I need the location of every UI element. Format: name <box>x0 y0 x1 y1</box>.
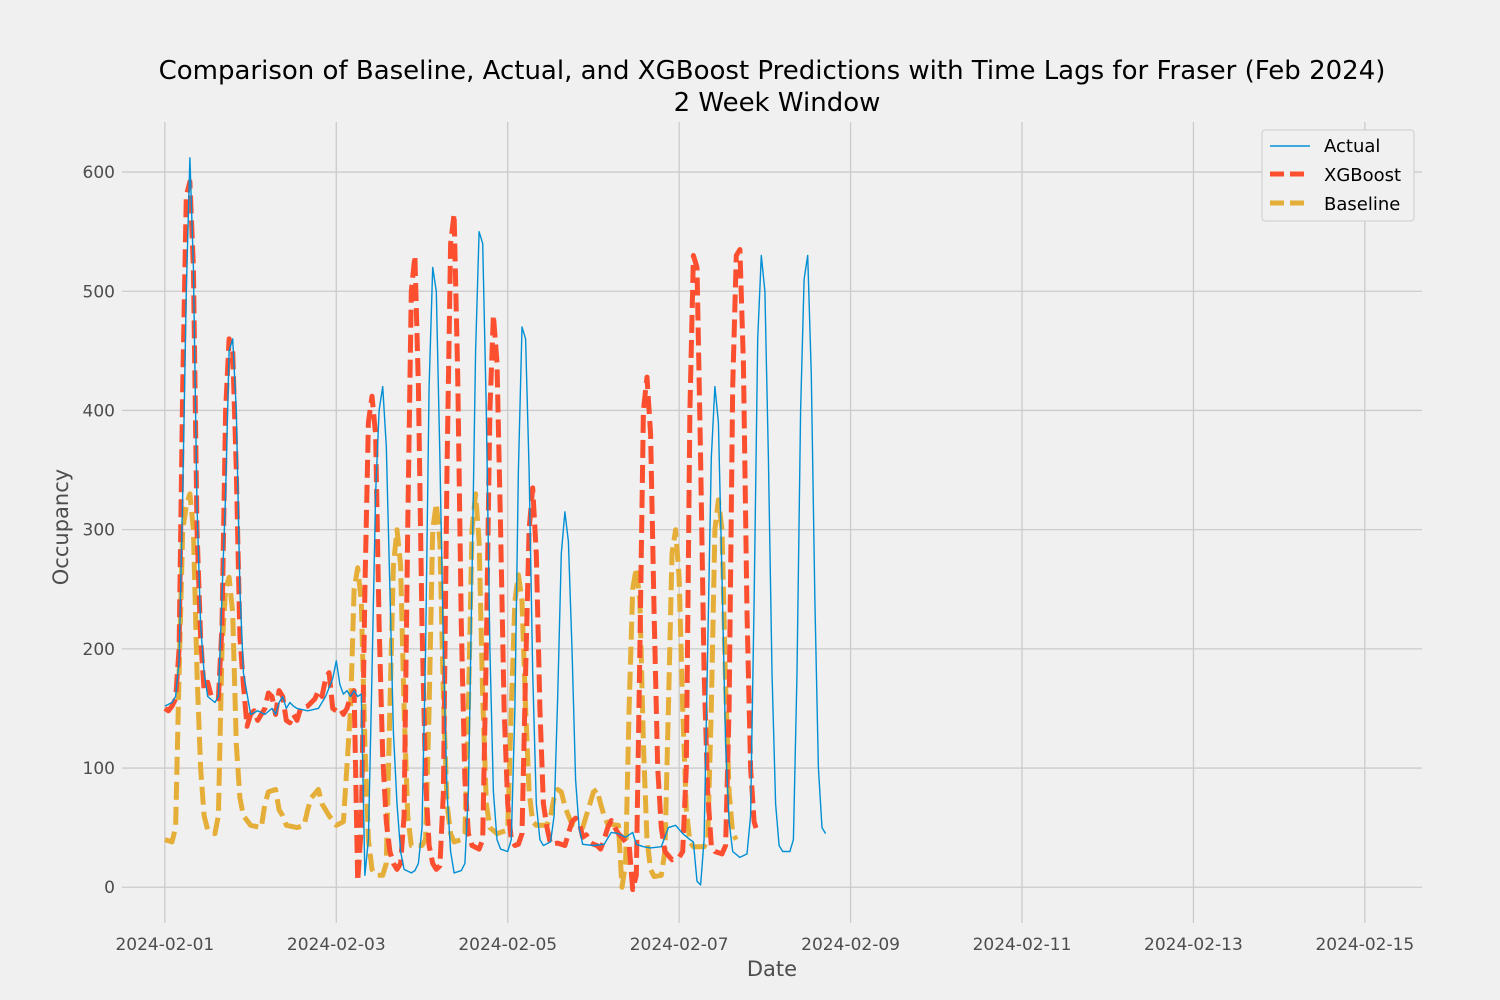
y-tick-label: 400 <box>83 401 115 421</box>
x-ticks: 2024-02-01 2024-02-03 2024-02-05 2024-02-07… <box>115 935 1414 955</box>
series-line-actual <box>164 157 827 886</box>
series-line-baseline <box>164 491 739 890</box>
y-tick-label: 300 <box>83 521 115 541</box>
x-tick-label: 2024-02-11 <box>973 935 1072 955</box>
legend-box <box>1261 129 1415 222</box>
x-tick-label: 2024-02-05 <box>458 935 557 955</box>
x-tick-label: 2024-02-15 <box>1315 935 1414 955</box>
legend: Actual XGBoost Baseline <box>1261 129 1415 222</box>
x-axis-label: Date <box>747 957 797 981</box>
y-tick-label: 200 <box>83 640 115 660</box>
legend-label-xgboost: XGBoost <box>1324 165 1401 186</box>
chart-subtitle: 2 Week Window <box>674 88 881 118</box>
series-lines <box>163 157 827 893</box>
y-tick-label: 0 <box>104 878 115 898</box>
y-axis-label: Occupancy <box>49 469 73 585</box>
y-tick-label: 600 <box>83 163 115 183</box>
legend-label-actual: Actual <box>1324 136 1380 157</box>
y-tick-label: 100 <box>83 759 115 779</box>
x-tick-label: 2024-02-07 <box>630 935 729 955</box>
chart-title: Comparison of Baseline, Actual, and XGBo… <box>159 56 1386 86</box>
x-tick-label: 2024-02-13 <box>1144 935 1243 955</box>
y-tick-label: 500 <box>83 282 115 302</box>
x-tick-label: 2024-02-09 <box>801 935 900 955</box>
y-ticks: 0 100 200 300 400 500 600 <box>83 163 115 898</box>
x-tick-label: 2024-02-03 <box>287 935 386 955</box>
x-tick-label: 2024-02-01 <box>115 935 214 955</box>
legend-label-baseline: Baseline <box>1324 194 1400 215</box>
